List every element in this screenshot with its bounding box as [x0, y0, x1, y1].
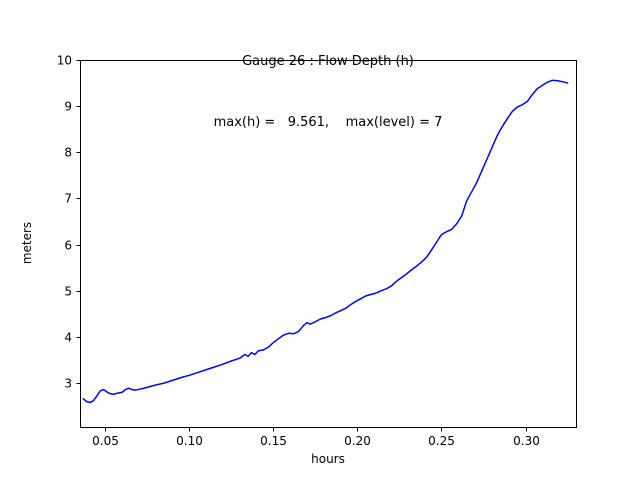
x-axis-tick-label: 0.30: [513, 434, 540, 448]
x-axis-tick-label: 0.20: [344, 434, 371, 448]
title-block: Gauge 26 : Flow Depth (h) max(h) = 9.561…: [80, 12, 576, 173]
y-axis-tick-label: 3: [64, 377, 72, 391]
x-axis-tick-label: 0.15: [260, 434, 287, 448]
y-axis-tick-label: 9: [64, 100, 72, 114]
flow-depth-line: [82, 79, 569, 404]
chart-subtitle: max(h) = 9.561, max(level) = 7: [213, 114, 443, 130]
x-axis-tick-label: 0.10: [176, 434, 203, 448]
y-axis-tick-label: 4: [64, 331, 72, 345]
y-axis-tick-label: 7: [64, 192, 72, 206]
y-axis-tick-label: 10: [57, 54, 72, 68]
y-axis-tick-label: 5: [64, 285, 72, 299]
chart-title: Gauge 26 : Flow Depth (h): [242, 54, 414, 70]
axes-frame: [80, 60, 577, 428]
x-axis-tick-label: 0.25: [428, 434, 455, 448]
x-axis-label: hours: [311, 452, 345, 466]
y-axis-tick-label: 8: [64, 146, 72, 160]
x-axis-tick-label: 0.05: [92, 434, 119, 448]
y-axis-tick-label: 6: [64, 239, 72, 253]
y-axis-label: meters: [20, 221, 34, 265]
